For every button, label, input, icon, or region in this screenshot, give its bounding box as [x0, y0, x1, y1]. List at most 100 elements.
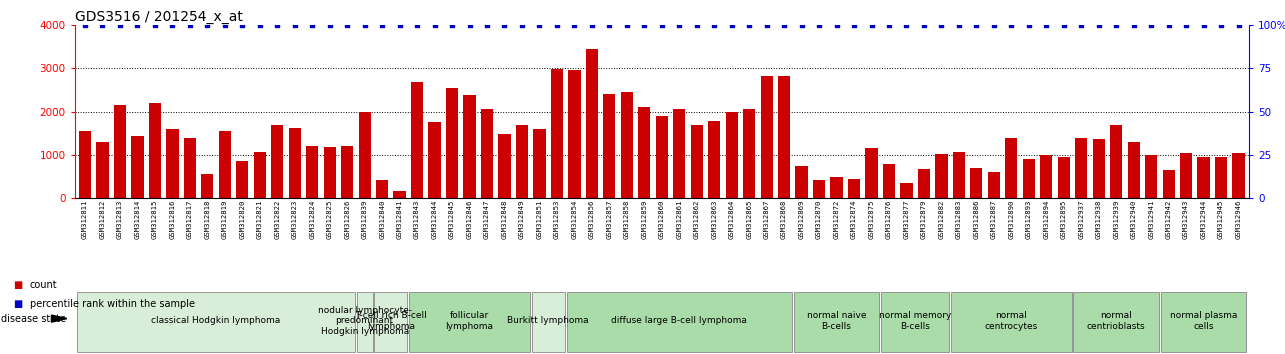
Text: GSM312937: GSM312937 [1078, 200, 1085, 239]
Text: GSM312870: GSM312870 [816, 200, 822, 239]
Text: GSM312844: GSM312844 [432, 200, 438, 239]
Text: GSM312941: GSM312941 [1148, 200, 1154, 239]
Text: GSM312861: GSM312861 [676, 200, 682, 239]
Text: ■: ■ [13, 280, 22, 290]
Text: GSM312946: GSM312946 [1236, 200, 1241, 239]
Text: GSM312863: GSM312863 [711, 200, 717, 239]
Text: GSM312814: GSM312814 [135, 200, 140, 239]
Point [302, 22, 323, 28]
Text: ■: ■ [13, 299, 22, 309]
Bar [1023, 159, 1034, 198]
Text: GSM312942: GSM312942 [1165, 200, 1172, 239]
Text: GSM312846: GSM312846 [466, 200, 473, 239]
Text: GSM312840: GSM312840 [379, 200, 386, 239]
Text: Burkitt lymphoma: Burkitt lymphoma [508, 316, 589, 325]
Bar [1040, 155, 1052, 198]
Text: GSM312864: GSM312864 [729, 200, 735, 239]
Point [546, 22, 567, 28]
Bar [78, 131, 91, 198]
Point [355, 22, 375, 28]
Bar [830, 177, 843, 198]
FancyBboxPatch shape [532, 292, 565, 352]
Bar [1127, 142, 1140, 198]
Point [459, 22, 479, 28]
Point [914, 22, 934, 28]
Bar [464, 95, 475, 198]
FancyBboxPatch shape [951, 292, 1072, 352]
Bar [446, 88, 459, 198]
Bar [1232, 153, 1245, 198]
Bar [917, 169, 930, 198]
Bar [411, 82, 423, 198]
Text: GSM312843: GSM312843 [414, 200, 420, 239]
Point [75, 22, 95, 28]
Point [389, 22, 410, 28]
Point [1054, 22, 1074, 28]
Point [495, 22, 515, 28]
FancyBboxPatch shape [409, 292, 529, 352]
Text: GSM312821: GSM312821 [257, 200, 263, 239]
Text: GSM312939: GSM312939 [1113, 200, 1119, 239]
Point [826, 22, 847, 28]
Point [792, 22, 812, 28]
Bar [568, 70, 581, 198]
Point [948, 22, 969, 28]
Text: nodular lymphocyte-
predominant
Hodgkin lymphoma: nodular lymphocyte- predominant Hodgkin … [317, 306, 411, 336]
Point [844, 22, 865, 28]
Bar [218, 131, 231, 198]
Bar [1076, 138, 1087, 198]
Text: GSM312887: GSM312887 [991, 200, 997, 239]
Text: normal
centrioblasts: normal centrioblasts [1087, 311, 1145, 331]
Point [267, 22, 288, 28]
Point [93, 22, 113, 28]
Text: GSM312872: GSM312872 [834, 200, 839, 239]
Bar [639, 107, 650, 198]
Bar [865, 148, 878, 198]
Text: GSM312876: GSM312876 [885, 200, 892, 239]
Text: GSM312824: GSM312824 [310, 200, 315, 239]
Text: GSM312940: GSM312940 [1131, 200, 1137, 239]
Text: GSM312819: GSM312819 [222, 200, 227, 239]
Bar [1198, 157, 1209, 198]
Point [1158, 22, 1178, 28]
Point [1019, 22, 1040, 28]
Point [529, 22, 550, 28]
Bar [603, 94, 616, 198]
Text: normal plasma
cells: normal plasma cells [1169, 311, 1237, 331]
Point [599, 22, 619, 28]
Text: GSM312854: GSM312854 [572, 200, 577, 239]
Point [337, 22, 357, 28]
Point [215, 22, 235, 28]
Text: GSM312858: GSM312858 [623, 200, 630, 239]
Text: GSM312879: GSM312879 [921, 200, 926, 239]
Point [721, 22, 741, 28]
Point [932, 22, 952, 28]
Text: GSM312945: GSM312945 [1218, 200, 1225, 239]
Text: classical Hodgkin lymphoma: classical Hodgkin lymphoma [152, 316, 280, 325]
Text: GSM312818: GSM312818 [204, 200, 211, 239]
Text: GSM312875: GSM312875 [869, 200, 875, 239]
Bar [184, 137, 197, 198]
Bar [202, 175, 213, 198]
Text: disease state: disease state [1, 314, 67, 324]
Bar [253, 152, 266, 198]
Point [582, 22, 603, 28]
Point [808, 22, 829, 28]
Text: GSM312886: GSM312886 [973, 200, 979, 239]
Point [896, 22, 916, 28]
Bar [1214, 157, 1227, 198]
Text: GSM312883: GSM312883 [956, 200, 962, 239]
Point [407, 22, 428, 28]
Text: GSM312868: GSM312868 [781, 200, 788, 239]
Bar [621, 92, 634, 198]
Text: GSM312944: GSM312944 [1200, 200, 1207, 239]
Text: GSM312845: GSM312845 [448, 200, 455, 239]
Bar [1163, 170, 1174, 198]
FancyBboxPatch shape [357, 292, 373, 352]
Point [127, 22, 148, 28]
Text: GSM312882: GSM312882 [938, 200, 944, 239]
Bar [708, 121, 721, 198]
Bar [324, 147, 335, 198]
Bar [1180, 153, 1192, 198]
Bar [848, 179, 860, 198]
